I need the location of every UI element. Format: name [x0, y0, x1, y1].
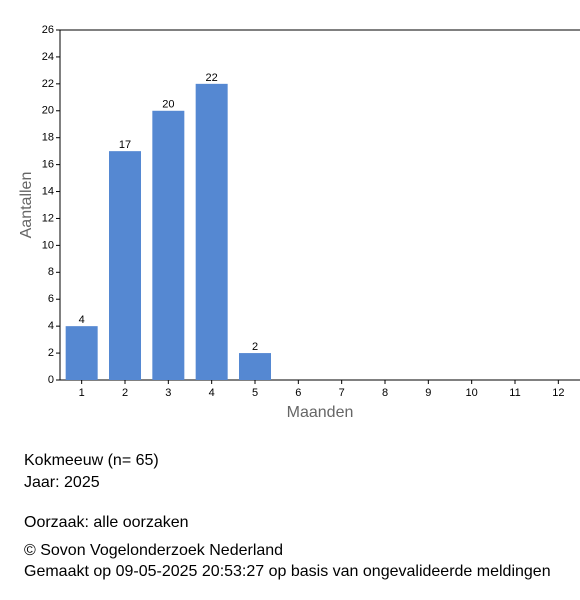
- y-tick-label: 10: [42, 239, 54, 251]
- copyright: © Sovon Vogelonderzoek Nederland: [24, 542, 284, 559]
- y-axis-label: Aantallen: [18, 172, 35, 239]
- x-axis-label: Maanden: [287, 404, 354, 421]
- y-tick-label: 2: [48, 347, 54, 359]
- y-tick-label: 18: [42, 132, 54, 144]
- y-tick-label: 24: [42, 51, 54, 63]
- y-tick-label: 22: [42, 78, 54, 90]
- y-tick-label: 12: [42, 212, 54, 224]
- made-note: Gemaakt op 09-05-2025 20:53:27 op basis …: [24, 563, 551, 580]
- x-tick-label: 7: [339, 387, 345, 399]
- y-tick-label: 0: [48, 374, 54, 386]
- y-tick-label: 6: [48, 293, 54, 305]
- y-tick-label: 16: [42, 159, 54, 171]
- y-tick-label: 20: [42, 105, 54, 117]
- bar: [65, 326, 98, 380]
- y-tick-label: 26: [42, 24, 54, 36]
- bar: [152, 110, 185, 381]
- x-tick-label: 4: [209, 387, 215, 399]
- y-tick-label: 14: [42, 185, 54, 197]
- x-tick-label: 2: [122, 387, 128, 399]
- year: Jaar: 2025: [24, 474, 100, 491]
- chart: Maanden Aantallen 0246810121416182022242…: [18, 24, 580, 421]
- y-tick-label: 8: [48, 266, 54, 278]
- value-label: 2: [252, 341, 258, 353]
- value-label: 17: [119, 139, 131, 151]
- bar: [195, 83, 228, 380]
- x-tick-label: 10: [466, 387, 478, 399]
- cause: Oorzaak: alle oorzaken: [24, 514, 189, 531]
- x-tick-label: 8: [382, 387, 388, 399]
- bar: [109, 151, 141, 380]
- value-label: 22: [206, 72, 218, 84]
- y-tick-label: 4: [48, 320, 54, 332]
- bar: [239, 353, 271, 380]
- x-tick-label: 11: [509, 387, 520, 399]
- species: Kokmeeuw (n= 65): [24, 452, 159, 469]
- x-tick-label: 9: [425, 387, 431, 399]
- x-tick-label: 3: [165, 387, 171, 399]
- x-tick-label: 5: [252, 387, 258, 399]
- value-label: 20: [162, 99, 174, 111]
- value-label: 4: [79, 314, 85, 326]
- x-tick-label: 6: [295, 387, 301, 399]
- x-tick-label: 12: [552, 387, 564, 399]
- x-tick-label: 1: [79, 387, 85, 399]
